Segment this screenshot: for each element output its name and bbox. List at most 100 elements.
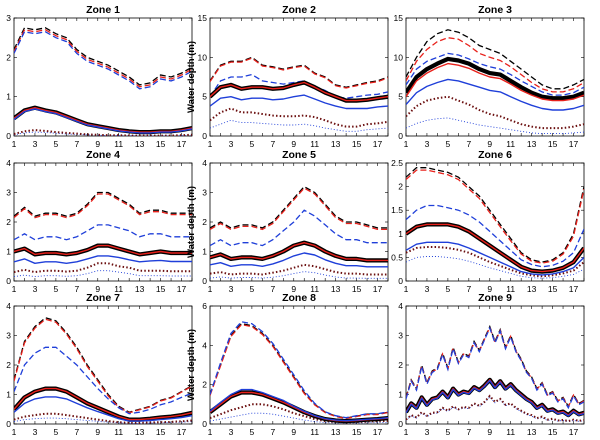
series-line (406, 62, 584, 102)
x-tick-label: 3 (229, 284, 234, 294)
y-tick-label: 1 (202, 247, 207, 257)
series-line (210, 263, 388, 276)
x-tick-label: 7 (466, 427, 471, 437)
y-tick-label: 1.5 (391, 205, 403, 215)
plot-area (209, 17, 389, 137)
chart-title: Zone 9 (478, 292, 512, 304)
series-line (14, 387, 192, 421)
series-line (406, 52, 584, 96)
series-line (14, 107, 192, 133)
series-group (406, 324, 584, 423)
series-line (210, 242, 388, 262)
plot-area (405, 162, 585, 282)
series-line (406, 223, 584, 273)
x-tick-label: 11 (506, 139, 515, 149)
y-tick-label: 4 (398, 301, 403, 311)
y-tick-label: 2.5 (391, 158, 403, 168)
chart-title: Zone 6 (478, 149, 512, 161)
x-tick-label: 11 (114, 139, 123, 149)
series-group (406, 167, 584, 279)
series-line (406, 29, 584, 90)
x-tick-label: 9 (95, 427, 100, 437)
x-tick-label: 9 (291, 139, 296, 149)
y-tick-label: 5 (398, 92, 403, 102)
plot-area (405, 17, 585, 137)
x-tick-label: 11 (114, 284, 123, 294)
x-tick-label: 17 (569, 139, 579, 149)
y-tick-label: 2 (6, 360, 11, 370)
x-tick-label: 15 (156, 284, 166, 294)
series-group (210, 185, 388, 279)
x-tick-label: 3 (425, 284, 430, 294)
y-tick-label: 4 (6, 301, 11, 311)
x-tick-label: 7 (466, 284, 471, 294)
chart-title: Zone 4 (86, 149, 120, 161)
x-tick-label: 7 (270, 139, 275, 149)
x-tick-label: 17 (373, 427, 383, 437)
y-tick-label: 0 (6, 419, 11, 429)
series-line (14, 191, 192, 217)
x-tick-label: 5 (446, 427, 451, 437)
series-line (406, 167, 584, 263)
series-line (210, 388, 388, 422)
plot-area (405, 305, 585, 425)
x-tick-label: 5 (446, 139, 451, 149)
series-line (210, 187, 388, 231)
y-tick-label: 10 (198, 52, 208, 62)
series-line (14, 27, 192, 86)
series-line (210, 94, 388, 110)
chart-title: Zone 5 (282, 149, 316, 161)
x-tick-label: 9 (95, 284, 100, 294)
series-group (14, 317, 192, 424)
x-tick-label: 3 (229, 427, 234, 437)
series-line (406, 37, 584, 93)
y-tick-label: 0 (6, 276, 11, 286)
x-tick-label: 9 (95, 139, 100, 149)
y-tick-label: 0 (398, 419, 403, 429)
x-tick-label: 11 (310, 139, 319, 149)
series-group (14, 27, 192, 136)
series-line (210, 209, 388, 247)
y-tick-label: 1 (398, 390, 403, 400)
x-tick-label: 1 (208, 284, 213, 294)
series-line (14, 262, 192, 274)
series-line (210, 252, 388, 268)
series-line (14, 224, 192, 241)
x-tick-label: 9 (487, 284, 492, 294)
x-tick-label: 13 (331, 284, 341, 294)
series-line (406, 325, 584, 409)
chart-title: Zone 1 (86, 4, 120, 16)
chart-title: Zone 7 (86, 292, 120, 304)
series-line (14, 244, 192, 256)
y-tick-label: 2 (398, 360, 403, 370)
x-tick-label: 7 (74, 427, 79, 437)
x-tick-label: 13 (331, 427, 341, 437)
x-tick-label: 17 (177, 284, 187, 294)
y-tick-label: 1 (398, 229, 403, 239)
series-line (210, 119, 388, 132)
y-tick-label: 2 (6, 52, 11, 62)
y-tick-label: 3 (202, 188, 207, 198)
x-tick-label: 13 (527, 139, 537, 149)
y-axis-label: Water depth (m) (186, 186, 197, 258)
y-tick-label: 10 (394, 52, 404, 62)
x-tick-label: 7 (466, 139, 471, 149)
series-line (406, 241, 584, 276)
x-tick-label: 15 (156, 139, 166, 149)
series-line (406, 256, 584, 279)
y-tick-label: 15 (394, 13, 404, 23)
x-tick-label: 9 (291, 427, 296, 437)
x-tick-label: 3 (229, 139, 234, 149)
series-line (14, 346, 192, 415)
y-tick-label: 4 (202, 158, 207, 168)
x-tick-label: 3 (425, 427, 430, 437)
y-tick-label: 3 (6, 13, 11, 23)
plot-area (209, 162, 389, 282)
series-line (14, 129, 192, 136)
